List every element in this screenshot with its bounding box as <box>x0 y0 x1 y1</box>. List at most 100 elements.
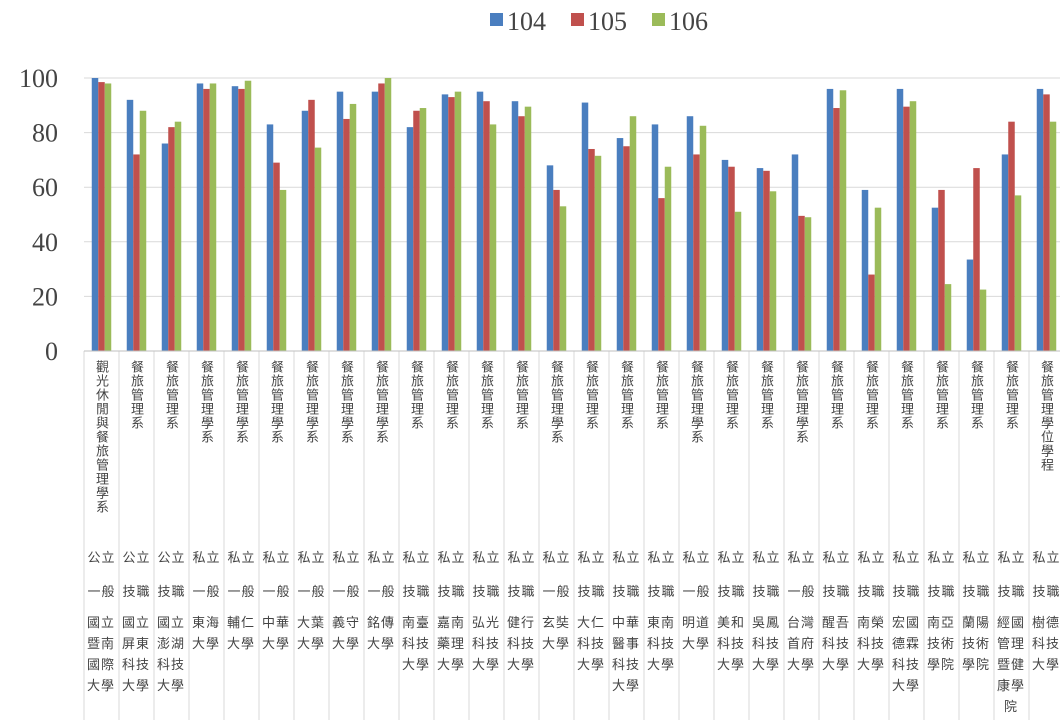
system-label: 技職 <box>822 584 851 599</box>
system-label: 技職 <box>1032 584 1060 599</box>
system-label: 技職 <box>507 584 536 599</box>
department-label: 餐旅管理系 <box>829 360 844 430</box>
bar <box>728 166 735 351</box>
school-label: 吳鳳科技大學 <box>751 615 780 672</box>
bar <box>1001 154 1009 351</box>
ownership-label: 公立 <box>87 550 116 565</box>
y-tick-label: 40 <box>32 228 58 257</box>
department-label: 餐旅管理學系 <box>689 360 704 444</box>
y-tick-label: 100 <box>19 64 58 93</box>
school-label: 玄奘大學 <box>541 615 570 651</box>
school-label: 銘傳大學 <box>366 615 395 651</box>
bar <box>616 138 624 351</box>
ownership-label: 私立 <box>437 550 466 565</box>
bar <box>161 143 169 351</box>
bar <box>1008 121 1015 352</box>
bar <box>594 155 602 351</box>
bar <box>441 94 449 351</box>
bar <box>511 101 519 351</box>
legend-swatch <box>490 13 503 26</box>
bar <box>938 189 945 351</box>
department-label: 餐旅管理系 <box>129 360 144 430</box>
school-label: 輔仁大學 <box>226 615 255 651</box>
system-label: 技職 <box>437 584 466 599</box>
department-label: 餐旅管理學系 <box>374 360 389 444</box>
bar <box>343 118 350 351</box>
bar <box>769 191 777 351</box>
ownership-label: 私立 <box>647 550 676 565</box>
school-label: 美和科技大學 <box>716 615 745 672</box>
school-label: 弘光科技大學 <box>471 615 500 672</box>
system-label: 一般 <box>262 584 291 599</box>
bar <box>196 83 204 352</box>
legend-label: 106 <box>669 7 708 36</box>
department-label: 餐旅管理系 <box>444 360 459 430</box>
y-tick-label: 80 <box>32 119 58 148</box>
bar <box>174 121 182 352</box>
system-label: 一般 <box>297 584 326 599</box>
bar <box>979 289 987 351</box>
legend-swatch <box>652 13 665 26</box>
ownership-label: 私立 <box>227 550 256 565</box>
bar <box>279 189 287 351</box>
department-label: 餐旅管理系 <box>584 360 599 430</box>
bar <box>651 124 659 351</box>
bar <box>826 88 834 352</box>
ownership-label: 私立 <box>472 550 501 565</box>
ownership-label: 私立 <box>192 550 221 565</box>
school-label: 蘭陽技術學院 <box>961 615 990 672</box>
bar <box>448 97 455 351</box>
system-label: 一般 <box>87 584 116 599</box>
bar <box>238 88 245 352</box>
system-label: 一般 <box>787 584 816 599</box>
bar <box>839 90 847 351</box>
ownership-label: 公立 <box>122 550 151 565</box>
bar <box>833 108 840 351</box>
ownership-label: 私立 <box>962 550 991 565</box>
bar <box>483 101 490 351</box>
department-label: 餐旅管理系 <box>864 360 879 430</box>
bar <box>104 83 112 352</box>
system-label: 技職 <box>157 584 186 599</box>
bar <box>126 99 134 351</box>
system-label: 技職 <box>997 584 1026 599</box>
bar <box>406 127 414 351</box>
department-label: 觀光休閒與餐旅管理學系 <box>94 360 109 514</box>
school-label: 國立澎湖科技大學 <box>156 615 185 693</box>
bar <box>244 80 252 351</box>
bar <box>489 124 497 351</box>
bar <box>798 215 805 351</box>
y-tick-label: 0 <box>45 337 58 366</box>
school-label: 南臺科技大學 <box>401 615 430 672</box>
system-label: 技職 <box>122 584 151 599</box>
bar <box>588 148 595 351</box>
bar <box>721 159 729 351</box>
bar <box>581 102 589 351</box>
bar <box>553 189 560 351</box>
ownership-label: 私立 <box>682 550 711 565</box>
school-label: 醒吾科技大學 <box>821 615 850 672</box>
system-label: 技職 <box>472 584 501 599</box>
y-tick-label: 20 <box>32 282 58 311</box>
school-label: 明道大學 <box>681 615 710 651</box>
bar <box>1036 88 1044 352</box>
school-label: 南榮科技大學 <box>856 615 885 672</box>
bar <box>686 116 694 351</box>
school-label: 大仁科技大學 <box>576 615 605 672</box>
bar <box>349 103 357 351</box>
bar <box>1014 195 1022 351</box>
system-label: 技職 <box>857 584 886 599</box>
ownership-label: 私立 <box>367 550 396 565</box>
ownership-label: 私立 <box>752 550 781 565</box>
bar <box>1043 94 1050 351</box>
ownership-label: 私立 <box>332 550 361 565</box>
department-label: 餐旅管理學系 <box>339 360 354 444</box>
bar <box>203 88 210 352</box>
system-label: 技職 <box>962 584 991 599</box>
department-label: 餐旅管理系 <box>619 360 634 430</box>
bar <box>476 91 484 352</box>
bar <box>664 166 672 351</box>
bar <box>756 168 764 351</box>
ownership-label: 私立 <box>997 550 1026 565</box>
bar <box>133 154 140 351</box>
